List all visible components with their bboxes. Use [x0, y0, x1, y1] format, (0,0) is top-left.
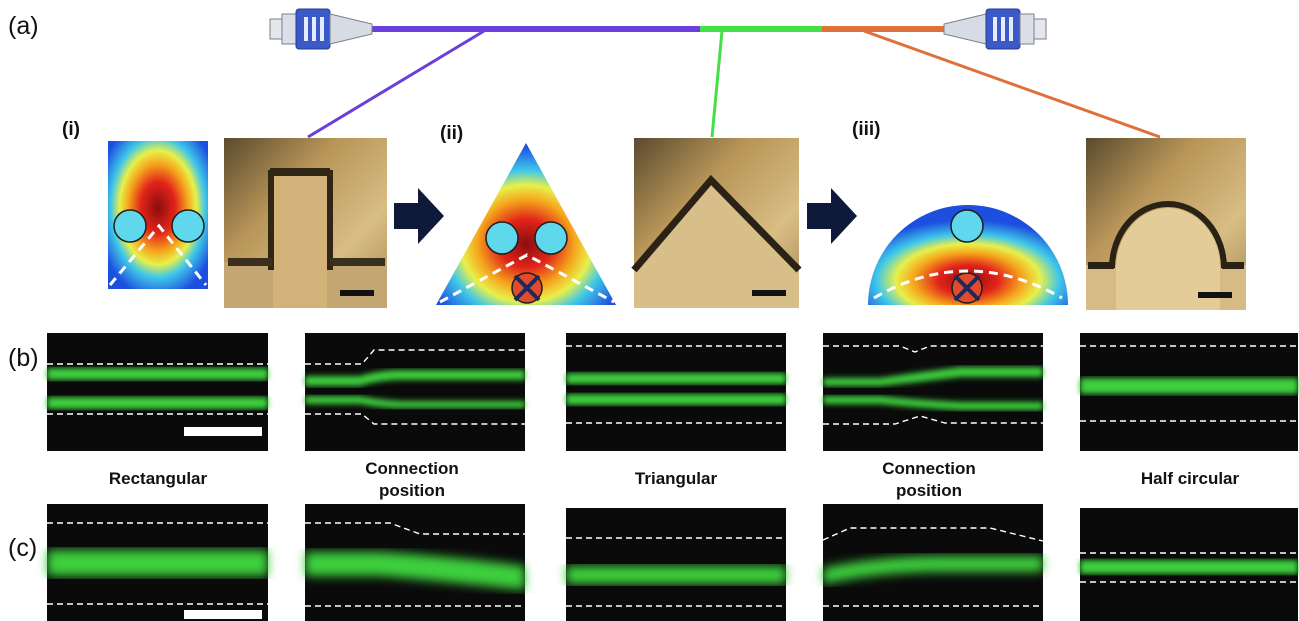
right-arrow-icon: [394, 188, 444, 244]
fiber-cable: [307, 26, 1161, 139]
panel-label-c: (c): [8, 534, 37, 562]
caption-line: Triangular: [635, 469, 718, 488]
caption-connection-2: Connection position: [882, 459, 976, 500]
sublabel-iii: (iii): [852, 119, 881, 140]
fluorescence-image-b-connection-2: [823, 333, 1043, 451]
caption-line: Rectangular: [109, 469, 208, 488]
fluorescence-image-b-connection-1: [305, 333, 525, 451]
caption-rectangular: Rectangular: [109, 469, 208, 488]
sublabel-i: (i): [62, 119, 80, 140]
rectangular-field-map: [108, 141, 208, 289]
rectangular-channel-micrograph: [224, 138, 387, 308]
fluorescence-image-c-triangular: [566, 508, 786, 621]
triangular-field-map: [436, 143, 616, 305]
triangular-channel-micrograph: [631, 138, 802, 308]
caption-line: Half circular: [1141, 469, 1240, 488]
panel-label-b: (b): [8, 344, 39, 372]
sublabel-ii: (ii): [440, 123, 463, 144]
fluorescence-image-b-triangular: [566, 333, 786, 451]
blocked-position-icon: [953, 274, 981, 302]
panel-label-a: (a): [8, 12, 39, 40]
caption-half-circular: Half circular: [1141, 469, 1240, 488]
caption-line: position: [896, 481, 962, 500]
fluorescence-image-b-half-circular: [1080, 333, 1298, 451]
fluorescence-image-c-half-circular: [1080, 508, 1298, 621]
fiber-connector-icon: [943, 8, 1047, 50]
caption-line: Connection: [882, 459, 976, 478]
caption-connection-1: Connection position: [365, 459, 459, 500]
fluorescence-image-c-rectangular: [47, 504, 268, 621]
half-circular-channel-micrograph: [1086, 138, 1246, 310]
fluorescence-image-c-connection-2: [822, 504, 1044, 621]
caption-line: Connection: [365, 459, 459, 478]
blocked-position-icon: [513, 274, 541, 302]
right-arrow-icon: [807, 188, 857, 244]
fluorescence-image-c-connection-1: [305, 504, 525, 621]
half-circular-field-map: [868, 205, 1068, 305]
caption-triangular: Triangular: [635, 469, 718, 488]
caption-line: position: [379, 481, 445, 500]
fluorescence-image-b-rectangular: [47, 333, 268, 451]
fiber-connector-icon: [269, 8, 373, 50]
